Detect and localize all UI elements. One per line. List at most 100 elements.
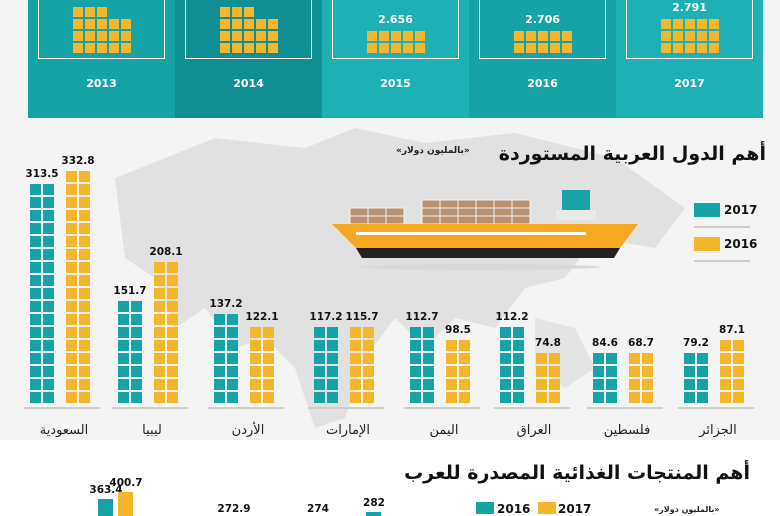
year-square <box>232 31 242 41</box>
year-square <box>268 31 278 41</box>
bar-value-label: 68.7 <box>628 337 654 349</box>
year-square <box>85 7 95 17</box>
year-square <box>244 7 254 17</box>
bar-square-2016 <box>66 210 77 221</box>
year-square <box>85 31 95 41</box>
bar-square-2017 <box>227 353 238 364</box>
bar-square-2017 <box>43 236 54 247</box>
bar-square-2017 <box>43 197 54 208</box>
year-square <box>685 31 695 41</box>
bar-square-2017 <box>30 327 41 338</box>
bar-square-2017 <box>593 353 604 364</box>
bar-square-2017 <box>697 392 708 403</box>
bar-square-2016 <box>66 314 77 325</box>
bar-baseline <box>404 407 480 409</box>
year-square <box>85 43 95 53</box>
bar-value-label: 112.7 <box>405 311 439 323</box>
legend-label-2017: 2017 <box>724 203 758 217</box>
year-square <box>109 31 119 41</box>
bar-square-2016 <box>350 379 361 390</box>
bar-square-2016 <box>350 366 361 377</box>
year-square <box>73 31 83 41</box>
bar-square-2017 <box>500 353 511 364</box>
year-square <box>232 19 242 29</box>
bar-square-2017 <box>314 379 325 390</box>
bar-square-2016 <box>79 262 90 273</box>
product-value-label: 363.4 <box>89 484 123 496</box>
bar-square-2016 <box>167 379 178 390</box>
year-square <box>391 31 401 41</box>
bar-value-label: 117.2 <box>309 311 343 323</box>
bar-square-2017 <box>30 340 41 351</box>
bar-square-2016 <box>536 353 547 364</box>
bar-square-2016 <box>250 392 261 403</box>
country-label: الأردن <box>231 423 265 438</box>
bar-square-2017 <box>214 327 225 338</box>
bar-square-2017 <box>131 340 142 351</box>
bar-square-2017 <box>410 366 421 377</box>
bar-square-2017 <box>697 353 708 364</box>
country-label: فلسطين <box>603 423 651 438</box>
product-value-label: 272.9 <box>217 503 251 515</box>
bar-square-2016 <box>167 340 178 351</box>
bar-square-2017 <box>513 366 524 377</box>
year-square <box>121 31 131 41</box>
bar-square-2017 <box>214 340 225 351</box>
year-square <box>697 31 707 41</box>
bar-square-2016 <box>250 353 261 364</box>
bar-square-2017 <box>606 353 617 364</box>
year-square <box>526 31 536 41</box>
bar-square-2016 <box>79 353 90 364</box>
bar-square-2016 <box>720 340 731 351</box>
year-square <box>514 43 524 53</box>
bar-square-2017 <box>30 236 41 247</box>
products-section-title: أهم المنتجات الغذائية المصدرة للعرب <box>404 462 750 484</box>
cargo-ship-illustration <box>332 190 638 258</box>
bar-square-2017 <box>423 327 434 338</box>
bar-square-2016 <box>642 353 653 364</box>
year-square <box>367 31 377 41</box>
bar-square-2016 <box>446 392 457 403</box>
bar-square-2017 <box>43 301 54 312</box>
year-square <box>709 19 719 29</box>
bar-square-2016 <box>642 366 653 377</box>
bar-square-2017 <box>43 327 54 338</box>
year-cell-2014: 2014 <box>175 0 322 118</box>
year-label: 2014 <box>233 77 264 90</box>
year-value: 2.791 <box>672 1 707 14</box>
products-legend-swatch-2016 <box>476 502 494 514</box>
year-square <box>244 19 254 29</box>
bar-square-2017 <box>30 197 41 208</box>
bar-square-2016 <box>154 314 165 325</box>
year-square <box>685 19 695 29</box>
bar-square-2017 <box>500 327 511 338</box>
bar-square-2017 <box>423 353 434 364</box>
bar-square-2016 <box>459 340 470 351</box>
bar-baseline <box>494 407 570 409</box>
bar-square-2017 <box>214 353 225 364</box>
bar-square-2017 <box>697 366 708 377</box>
bar-square-2017 <box>227 379 238 390</box>
bar-square-2016 <box>350 353 361 364</box>
bar-square-2017 <box>30 223 41 234</box>
bar-square-2017 <box>593 366 604 377</box>
bar-square-2017 <box>30 366 41 377</box>
bar-square-2017 <box>513 327 524 338</box>
year-square <box>379 31 389 41</box>
bar-square-2017 <box>214 366 225 377</box>
legend-divider <box>694 226 750 228</box>
bar-square-2016 <box>66 301 77 312</box>
bar-square-2017 <box>131 392 142 403</box>
year-square <box>268 19 278 29</box>
bar-square-2016 <box>720 353 731 364</box>
bar-square-2017 <box>423 392 434 403</box>
year-cell-2015: 2.656 2015 <box>322 0 469 118</box>
bar-square-2017 <box>118 327 129 338</box>
bar-square-2017 <box>43 288 54 299</box>
year-square <box>220 43 230 53</box>
bar-baseline <box>208 407 284 409</box>
bar-square-2017 <box>30 210 41 221</box>
year-frame <box>479 0 606 59</box>
bar-square-2016 <box>263 379 274 390</box>
bar-square-2017 <box>327 392 338 403</box>
